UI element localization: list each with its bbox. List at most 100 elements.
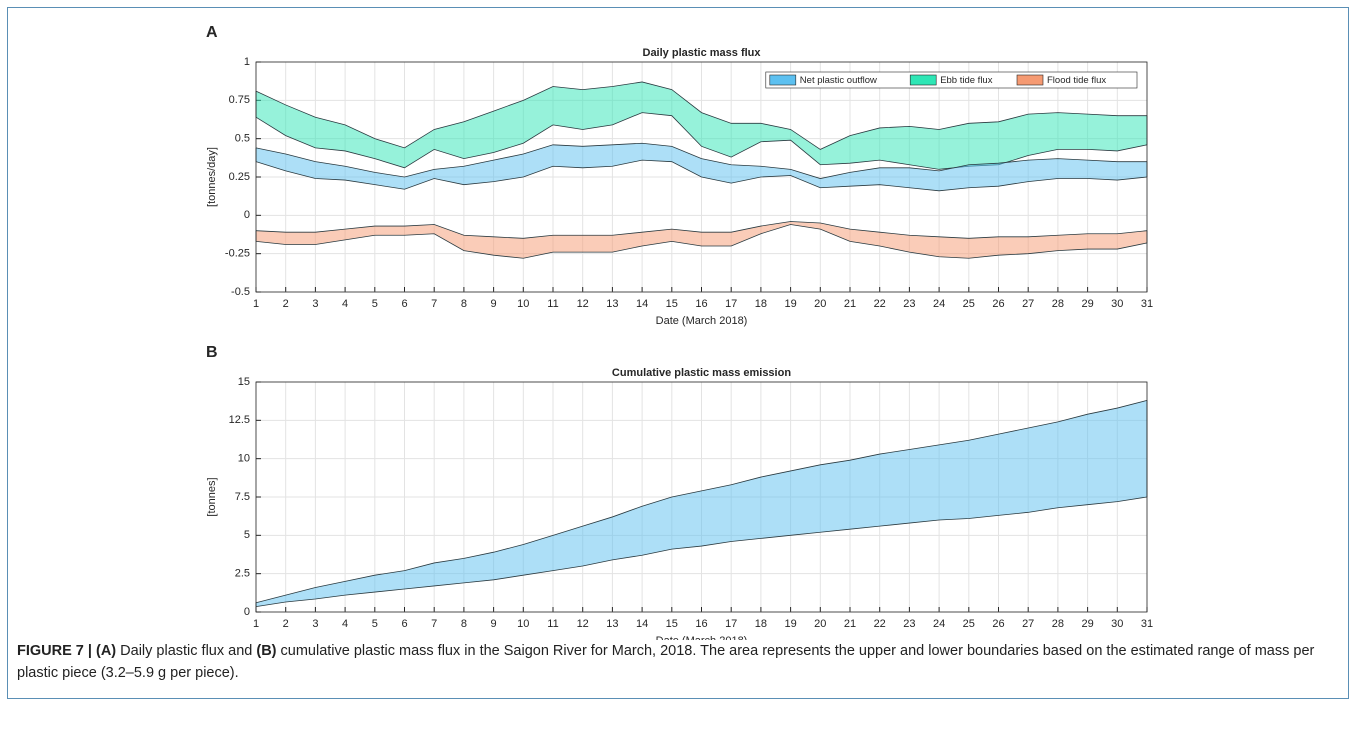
figure-frame <box>7 7 1349 699</box>
caption-text: Daily plastic flux and <box>116 643 257 659</box>
x-tick-label: 1 <box>253 618 259 630</box>
y-tick-label: 0.25 <box>229 171 250 183</box>
x-tick-label: 11 <box>547 618 558 630</box>
x-tick-label: 21 <box>844 618 856 630</box>
band-edge <box>255 400 1148 604</box>
y-tick-label: 12.5 <box>229 414 250 426</box>
x-tick-label: 7 <box>431 298 437 310</box>
x-tick-label: 20 <box>814 298 826 310</box>
x-tick-label: 6 <box>401 618 407 630</box>
x-tick-label: 4 <box>342 298 348 310</box>
x-tick-label: 24 <box>933 298 945 310</box>
x-tick-label: 30 <box>1111 298 1123 310</box>
band-edge <box>255 221 1148 239</box>
x-tick-label: 22 <box>874 298 886 310</box>
band-fill <box>256 143 1147 191</box>
x-tick-label: 31 <box>1141 618 1153 630</box>
chart-title: Cumulative plastic mass emission <box>612 367 791 379</box>
x-tick-label: 28 <box>1052 298 1064 310</box>
x-tick-label: 10 <box>517 298 529 310</box>
caption-text: FIGURE 7 | (A) <box>17 643 117 659</box>
band-edge <box>255 496 1148 608</box>
x-tick-label: 7 <box>431 618 437 630</box>
x-tick-label: 20 <box>814 618 826 630</box>
x-tick-label: 25 <box>963 298 975 310</box>
caption: FIGURE 7 | (A) Daily plastic flux and (B… <box>17 640 1337 684</box>
axes-box <box>255 61 1148 293</box>
y-tick-label: 15 <box>238 376 250 388</box>
x-tick-label: 25 <box>963 618 975 630</box>
x-tick-label: 3 <box>312 298 318 310</box>
x-tick-label: 8 <box>461 618 467 630</box>
y-tick-label: 10 <box>238 453 250 465</box>
charts: A Daily plastic mass flux Date (March 2018… <box>206 24 1153 640</box>
legend-label: Ebb tide flux <box>940 75 993 86</box>
x-tick-label: 16 <box>695 298 707 310</box>
x-axis-label: Date (March 2018) <box>656 315 748 327</box>
x-tick-label: 1 <box>253 298 259 310</box>
x-tick-label: 18 <box>755 298 767 310</box>
x-tick-label: 14 <box>636 618 648 630</box>
band-fill <box>256 221 1147 259</box>
chart-title: Daily plastic mass flux <box>643 47 762 59</box>
x-tick-label: 28 <box>1052 618 1064 630</box>
x-tick-label: 15 <box>666 298 678 310</box>
x-tick-label: 19 <box>784 298 796 310</box>
y-tick-label: 1 <box>244 56 250 68</box>
x-tick-label: 19 <box>784 618 796 630</box>
panel-label: A <box>206 24 218 41</box>
x-axis-label: Date (March 2018) <box>656 635 748 640</box>
x-tick-label: 26 <box>992 298 1004 310</box>
legend-swatch <box>909 74 937 86</box>
y-tick-label: 5 <box>244 529 250 541</box>
x-tick-label: 24 <box>933 618 945 630</box>
x-tick-label: 12 <box>577 618 589 630</box>
x-tick-label: 10 <box>517 618 529 630</box>
x-tick-label: 13 <box>606 298 618 310</box>
x-tick-label: 31 <box>1141 298 1153 310</box>
band-fill <box>256 400 1147 607</box>
y-tick-label: 2.5 <box>235 568 250 580</box>
x-tick-label: 23 <box>903 618 915 630</box>
x-tick-label: 16 <box>695 618 707 630</box>
y-tick-label: 0.5 <box>235 133 250 145</box>
x-tick-label: 29 <box>1081 298 1093 310</box>
x-tick-label: 26 <box>992 618 1004 630</box>
x-tick-label: 21 <box>844 298 856 310</box>
x-tick-label: 6 <box>401 298 407 310</box>
x-tick-label: 8 <box>461 298 467 310</box>
band-fill <box>256 81 1147 170</box>
axes-box <box>255 381 1148 613</box>
x-tick-label: 5 <box>372 298 378 310</box>
y-tick-label: 7.5 <box>235 491 250 503</box>
band-edge <box>255 224 1148 259</box>
legend: Net plastic outflow Ebb tide flux Flood ti… <box>765 71 1138 89</box>
legend-label: Net plastic outflow <box>800 75 877 86</box>
x-tick-label: 12 <box>577 298 589 310</box>
x-tick-label: 11 <box>547 298 558 310</box>
x-tick-label: 29 <box>1081 618 1093 630</box>
x-tick-label: 13 <box>606 618 618 630</box>
x-tick-label: 27 <box>1022 618 1034 630</box>
band-edge <box>255 159 1148 192</box>
x-tick-label: 4 <box>342 618 348 630</box>
legend-swatch <box>769 74 797 86</box>
y-tick-label: 0 <box>244 606 250 618</box>
y-tick-label: 0 <box>244 209 250 221</box>
x-tick-label: 22 <box>874 618 886 630</box>
x-tick-label: 2 <box>283 618 289 630</box>
x-tick-label: 15 <box>666 618 678 630</box>
band-edge <box>255 81 1147 150</box>
legend-swatch <box>1016 74 1044 86</box>
x-tick-label: 18 <box>755 618 767 630</box>
x-tick-label: 23 <box>903 298 915 310</box>
x-tick-label: 9 <box>491 618 497 630</box>
y-axis-label: [tonnes] <box>206 477 218 516</box>
x-tick-label: 5 <box>372 618 378 630</box>
x-tick-label: 17 <box>725 618 737 630</box>
x-tick-label: 2 <box>283 298 289 310</box>
band-edge <box>255 142 1147 179</box>
x-tick-label: 3 <box>312 618 318 630</box>
y-tick-label: -0.25 <box>225 248 250 260</box>
